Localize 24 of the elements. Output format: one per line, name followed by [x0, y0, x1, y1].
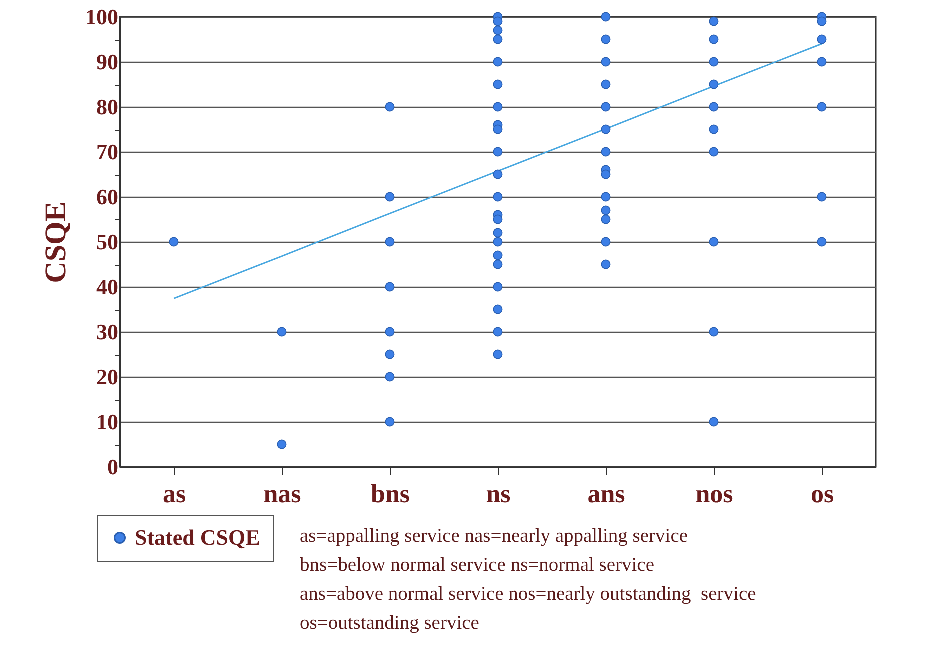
- y-tick-label: 20: [96, 364, 118, 390]
- x-tick-label: nas: [264, 480, 302, 508]
- y-tick-label: 60: [96, 184, 118, 210]
- y-tick-label: 70: [96, 140, 118, 164]
- y-tick-label: 80: [96, 94, 118, 120]
- y-axis-title: CSQE: [40, 202, 72, 284]
- y-tick-label: 40: [96, 274, 118, 300]
- text: bns=below normal service ns=normal service: [300, 554, 656, 578]
- x-tick-label: bns: [370, 480, 410, 508]
- text: as=appalling service nas=nearly appalling service: [300, 525, 690, 549]
- y-tick-label: 10: [96, 410, 118, 434]
- x-tick-label: as: [162, 480, 186, 508]
- x-tick-label: nos: [696, 480, 734, 508]
- y-tick-label: 30: [96, 320, 118, 344]
- y-tick-label: 0: [108, 454, 118, 480]
- legend-label: Stated CSQE: [135, 525, 260, 550]
- text: ans=above normal service nos=nearly outstanding service: [300, 583, 756, 607]
- y-tick-label: 90: [96, 50, 118, 74]
- text: os=outstanding service: [300, 612, 480, 636]
- y-tick-label: 100: [86, 4, 118, 30]
- y-tick-label: 50: [96, 230, 118, 254]
- x-tick-label: os: [810, 480, 834, 508]
- x-tick-label: ns: [486, 480, 511, 508]
- x-tick-label: ans: [588, 480, 626, 508]
